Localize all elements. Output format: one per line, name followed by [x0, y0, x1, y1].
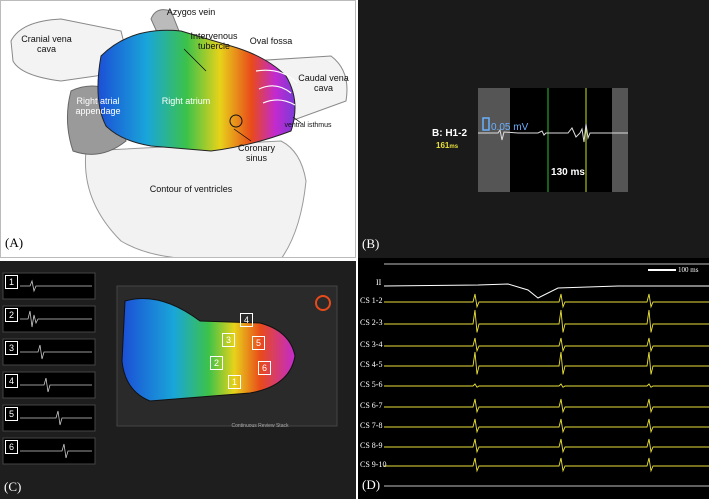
map-number-6: 6 — [258, 361, 271, 375]
right-atrium-label: Right atrium — [151, 96, 221, 106]
trace-6 — [384, 399, 709, 412]
appendage-label: Right atrial appendage — [73, 96, 123, 116]
ecg-tracings — [358, 258, 709, 499]
channel-label-8: CS 8-9 — [360, 441, 382, 450]
ventricles-label: Contour of ventricles — [136, 184, 246, 194]
intervenous-label: Intervenous tubercle — [179, 31, 249, 51]
map-number-2: 2 — [210, 356, 223, 370]
map-bottom-label: Continuous Review Stack — [220, 423, 300, 429]
strip-number-3: 3 — [5, 341, 18, 355]
panel-c-label: (C) — [4, 479, 21, 495]
panel-a-label: (A) — [5, 235, 23, 251]
scale-label: 100 ms — [678, 266, 698, 274]
channel-label-3: CS 3-4 — [360, 340, 382, 349]
channel-label-5: CS 5-6 — [360, 380, 382, 389]
strip-number-6: 6 — [5, 440, 18, 454]
channel-label-4: CS 4-5 — [360, 360, 382, 369]
trace-4 — [384, 352, 709, 374]
panel-d: 100 ms (D) II CS 1-2 CS 2-3 CS 3-4 CS 4-5 CS … — [358, 258, 709, 499]
azygos-label: Azygos vein — [156, 7, 226, 17]
trace-9 — [384, 458, 709, 471]
oval-label: Oval fossa — [241, 36, 301, 46]
channel-label-0: II — [376, 278, 381, 287]
map-number-1: 1 — [228, 375, 241, 389]
channel-label-7: CS 7-8 — [360, 421, 382, 430]
egm-strips — [3, 273, 95, 464]
interval-label: 130 ms — [548, 167, 588, 178]
strip-number-5: 5 — [5, 407, 18, 421]
channel-label-9: CS 9-10 — [360, 460, 386, 469]
panel-b-label: (B) — [362, 236, 379, 252]
cranial-label: Cranial vena cava — [19, 34, 74, 54]
trace-3 — [384, 338, 709, 351]
egm-window — [358, 0, 709, 258]
trace-8 — [384, 439, 709, 452]
panel-b: B: H1-2 161ms 0.05 mV 130 ms (B) — [358, 0, 709, 258]
trace-5 — [384, 384, 709, 387]
strip-number-4: 4 — [5, 374, 18, 388]
trace-2 — [384, 310, 709, 332]
caudal-label: Caudal vena cava — [296, 73, 351, 93]
channel-label-1: CS 1-2 — [360, 296, 382, 305]
trace-7 — [384, 419, 709, 432]
strip-number-2: 2 — [5, 308, 18, 322]
ventral-label: ventral isthmus — [273, 121, 343, 131]
map-number-3: 3 — [222, 333, 235, 347]
panel-c-graphics — [0, 261, 356, 499]
amplitude-label: 0.05 mV — [491, 122, 528, 133]
map-number-5: 5 — [252, 336, 265, 350]
strip-number-1: 1 — [5, 275, 18, 289]
channel-label: B: H1-2 — [432, 128, 467, 139]
map-number-4: 4 — [240, 313, 253, 327]
trace-1 — [384, 294, 709, 307]
coronary-label: Coronary sinus — [229, 143, 284, 163]
panel-a: Azygos vein Intervenous tubercle Cranial… — [0, 0, 356, 258]
channel-label-2: CS 2-3 — [360, 318, 382, 327]
channel-label-6: CS 6-7 — [360, 401, 382, 410]
panel-d-label: (D) — [362, 477, 380, 493]
time-label: 161ms — [436, 141, 458, 150]
